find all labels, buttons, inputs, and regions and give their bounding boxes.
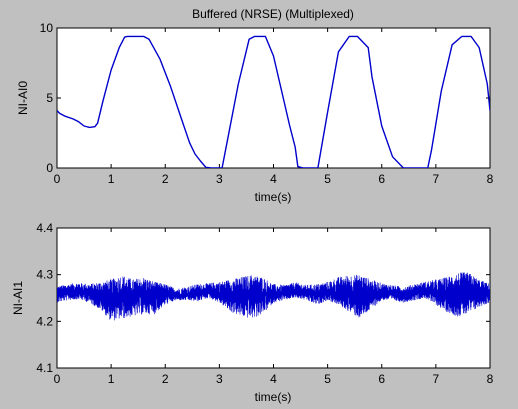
x-tick-label: 1 xyxy=(108,372,115,386)
x-tick-label: 5 xyxy=(324,172,331,186)
x-tick-label: 0 xyxy=(54,372,61,386)
bottom-x-axis-title: time(s) xyxy=(255,390,292,404)
x-tick-label: 1 xyxy=(108,172,115,186)
bottom-ticks: 0 1 2 3 4 5 6 7 8 4.1 4.2 4.3 4.4 xyxy=(36,221,493,386)
x-tick-label: 6 xyxy=(378,372,385,386)
y-tick-label: 0 xyxy=(46,161,53,175)
x-tick-label: 4 xyxy=(270,172,277,186)
x-tick-label: 6 xyxy=(378,172,385,186)
x-tick-label: 2 xyxy=(162,172,169,186)
y-tick-label: 4.2 xyxy=(36,314,53,328)
top-ticks: 0 1 2 3 4 5 6 7 8 0 5 10 xyxy=(40,21,494,186)
top-x-axis-title: time(s) xyxy=(255,190,292,204)
series-line-ai0 xyxy=(57,35,490,168)
series-line-ai1 xyxy=(57,272,490,321)
bottom-axes: 0 1 2 3 4 5 6 7 8 4.1 4.2 4.3 4.4 time(s) NI-AI1 xyxy=(11,221,494,404)
x-tick-label: 7 xyxy=(433,372,440,386)
top-axes: 0 1 2 3 4 5 6 7 8 0 5 10 time(s) NI-AI0 xyxy=(16,21,494,204)
x-tick-label: 5 xyxy=(324,372,331,386)
y-tick-label: 4.1 xyxy=(36,361,53,375)
y-tick-label: 4.4 xyxy=(36,221,53,235)
y-tick-label: 5 xyxy=(46,91,53,105)
x-tick-label: 8 xyxy=(487,172,494,186)
x-tick-label: 3 xyxy=(216,172,223,186)
x-tick-label: 0 xyxy=(54,172,61,186)
x-tick-label: 2 xyxy=(162,372,169,386)
y-tick-label: 10 xyxy=(40,21,54,35)
chart-title: Buffered (NRSE) (Multiplexed) xyxy=(192,7,354,21)
bottom-y-axis-title: NI-AI1 xyxy=(11,281,25,315)
x-tick-label: 8 xyxy=(487,372,494,386)
x-tick-label: 7 xyxy=(433,172,440,186)
top-y-axis-title: NI-AI0 xyxy=(16,81,30,115)
top-plot-area xyxy=(56,27,491,169)
top-series-group xyxy=(57,35,490,168)
x-tick-label: 3 xyxy=(216,372,223,386)
x-tick-label: 4 xyxy=(270,372,277,386)
bottom-series-group xyxy=(57,272,490,321)
y-tick-label: 4.3 xyxy=(36,268,53,282)
